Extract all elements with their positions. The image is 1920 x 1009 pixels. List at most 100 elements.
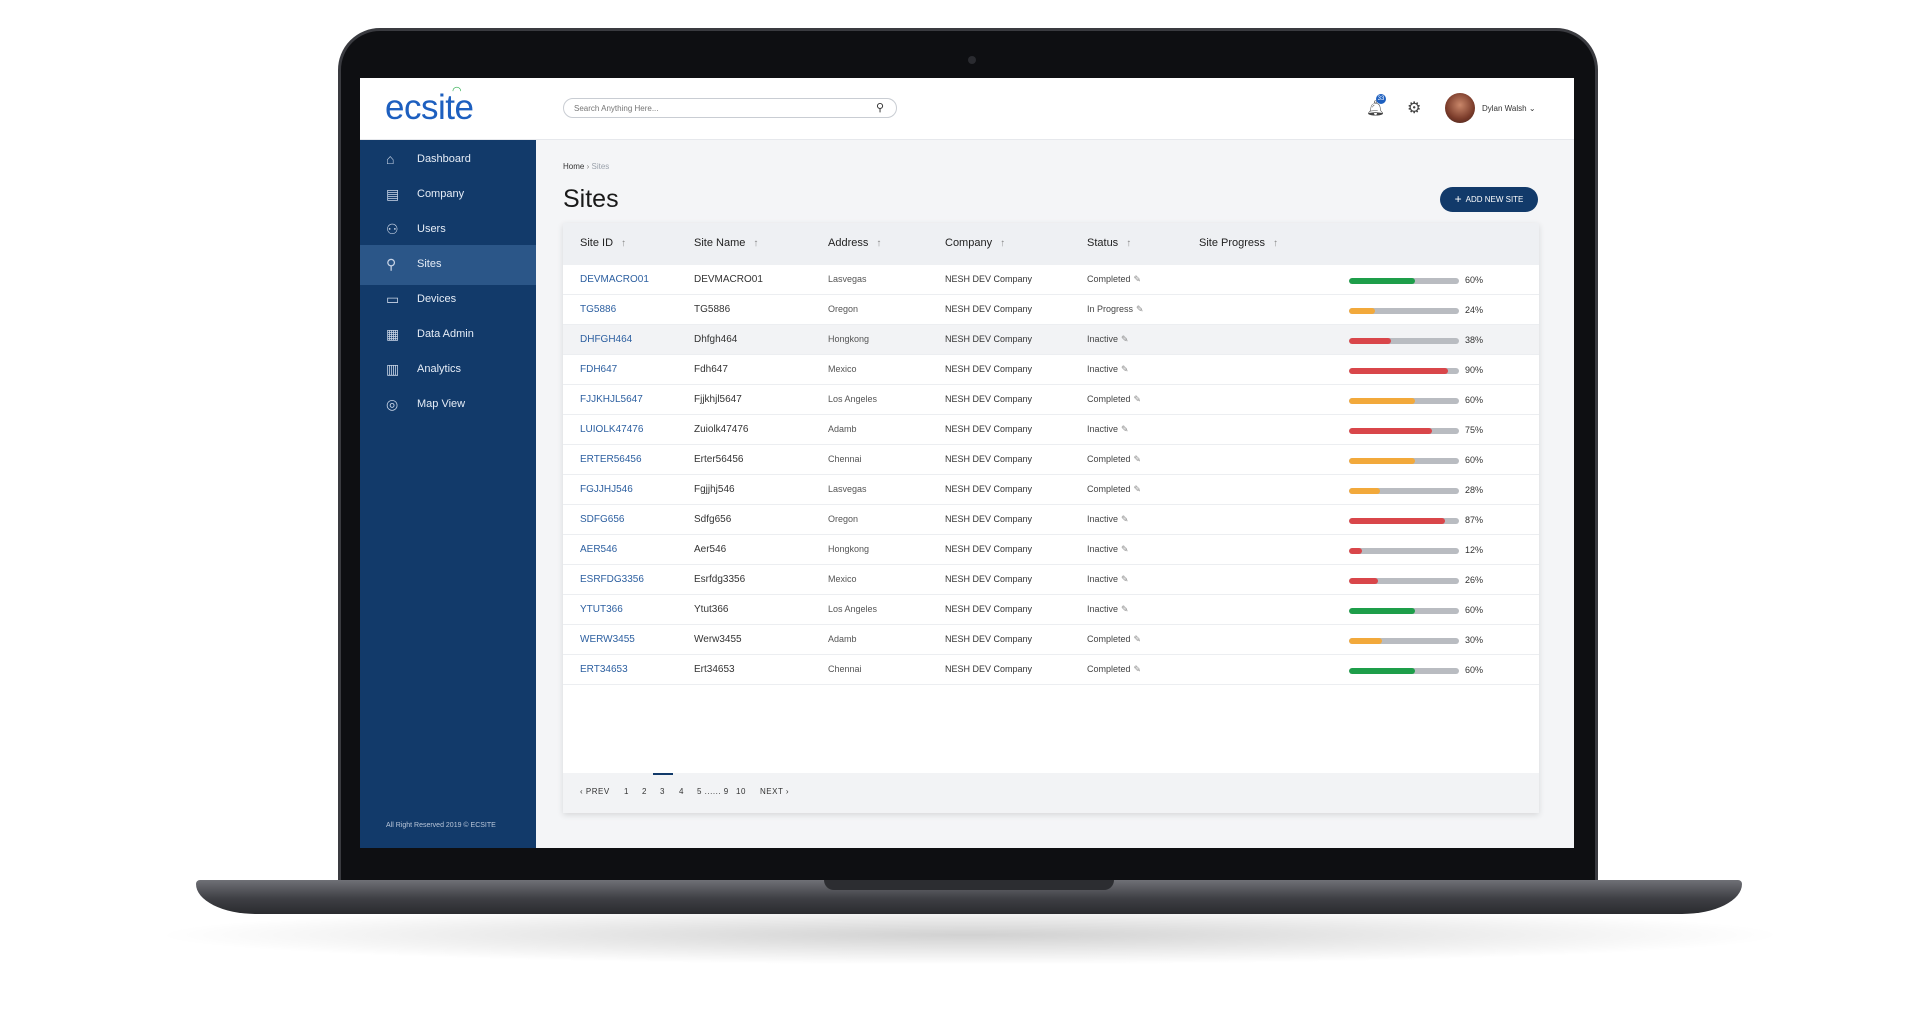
status-text: Inactive [1087,334,1119,344]
pencil-icon[interactable]: ✎ [1133,394,1142,404]
pencil-icon[interactable]: ✎ [1121,424,1129,434]
gear-icon[interactable]: ⚙ [1407,100,1422,117]
pencil-icon[interactable]: ✎ [1133,274,1142,284]
progress-fill [1349,578,1378,584]
table-row[interactable]: FGJJHJ546 Fgjjhj546 Lasvegas NESH DEV Compa… [563,475,1539,505]
site-id-link[interactable]: TG5886 [580,304,617,315]
page-5-9-button[interactable]: 5 ...... 9 [697,787,729,796]
avatar[interactable] [1445,93,1475,123]
table-row[interactable]: DHFGH464 Dhfgh464 Hongkong NESH DEV Company… [563,325,1539,355]
page-3-button[interactable]: 3 [660,787,665,796]
sidebar-item-map-view[interactable]: ◎ Map View [360,385,536,425]
page-1-button[interactable]: 1 [624,787,629,796]
progress-fill [1349,428,1432,434]
column-company[interactable]: Company ↑ [945,237,1005,249]
pencil-icon[interactable]: ✎ [1121,334,1129,344]
sidebar-item-data-admin[interactable]: ▦ Data Admin [360,315,536,355]
sidebar-item-users[interactable]: ⚇ Users [360,210,536,250]
pencil-icon[interactable]: ✎ [1121,514,1129,524]
progress-fill [1349,368,1448,374]
progress-percent: 90% [1465,365,1484,375]
pencil-icon[interactable]: ✎ [1121,604,1129,614]
site-id-link[interactable]: FJJKHJL5647 [580,394,643,405]
site-id-link[interactable]: ESRFDG3356 [580,574,644,585]
pencil-icon[interactable]: ✎ [1133,454,1142,464]
pencil-icon[interactable]: ✎ [1133,634,1142,644]
site-company: NESH DEV Company [945,364,1033,374]
search-input[interactable] [563,98,897,118]
pencil-icon[interactable]: ✎ [1121,544,1129,554]
site-id-link[interactable]: FGJJHJ546 [580,484,633,495]
app-screen: ecsite ◠ ⚲ 🔔︎ 33 ⚙ Dylan Walsh ⌄ ⌂ Dashb… [360,78,1574,848]
sort-arrow-icon[interactable]: ↑ [1126,238,1132,249]
site-id-link[interactable]: DEVMACRO01 [580,274,649,285]
table-row[interactable]: FJJKHJL5647 Fjjkhjl5647 Los Angeles NESH DE… [563,385,1539,415]
notification-badge: 33 [1376,94,1386,104]
pencil-icon[interactable]: ✎ [1121,364,1129,374]
sidebar-item-sites[interactable]: ⚲ Sites [360,245,536,285]
column-site-name[interactable]: Site Name ↑ [694,237,758,249]
column-address[interactable]: Address ↑ [828,237,881,249]
table-row[interactable]: ERT34653 Ert34653 Chennai NESH DEV Company C… [563,655,1539,685]
breadcrumb: Home › Sites [563,162,609,171]
table-row[interactable]: WERW3455 Werw3455 Adamb NESH DEV Company Com… [563,625,1539,655]
site-id-link[interactable]: SDFG656 [580,514,625,525]
sidebar-item-devices[interactable]: ▭ Devices [360,280,536,320]
site-status: Inactive ✎ [1087,514,1129,525]
table-row[interactable]: ESRFDG3356 Esrfdg3356 Mexico NESH DEV Compa… [563,565,1539,595]
table-row[interactable]: LUIOLK47476 Zuiolk47476 Adamb NESH DEV Comp… [563,415,1539,445]
progress-bar [1349,578,1459,584]
site-id-link[interactable]: DHFGH464 [580,334,633,345]
add-new-site-button[interactable]: + ADD NEW SITE [1440,187,1538,212]
progress-fill [1349,458,1415,464]
users-icon: ⚇ [386,221,399,237]
site-id-link[interactable]: ERT34653 [580,664,628,675]
sidebar-item-label: Map View [417,398,466,410]
sort-arrow-icon[interactable]: ↑ [1273,238,1279,249]
ecsite-logo[interactable]: ecsite ◠ [385,85,474,128]
sidebar-item-dashboard[interactable]: ⌂ Dashboard [360,140,536,180]
pencil-icon[interactable]: ✎ [1121,574,1129,584]
table-row[interactable]: YTUT366 Ytut366 Los Angeles NESH DEV Compan… [563,595,1539,625]
site-status: Inactive ✎ [1087,604,1129,615]
table-row[interactable]: SDFG656 Sdfg656 Oregon NESH DEV Company Inac… [563,505,1539,535]
column-site-progress[interactable]: Site Progress ↑ [1199,237,1278,249]
site-name: Sdfg656 [694,514,732,525]
sort-arrow-icon[interactable]: ↑ [876,238,882,249]
breadcrumb-home[interactable]: Home [563,162,585,171]
bell-icon[interactable]: 🔔︎ [1366,100,1386,117]
pencil-icon[interactable]: ✎ [1136,304,1144,314]
site-id-link[interactable]: AER546 [580,544,618,555]
pencil-icon[interactable]: ✎ [1133,484,1142,494]
search-icon[interactable]: ⚲ [876,102,885,114]
table-row[interactable]: TG5886 TG5886 Oregon NESH DEV Company In Pro… [563,295,1539,325]
prev-page-button[interactable]: ‹ PREV [580,787,610,796]
next-page-button[interactable]: NEXT › [760,787,790,796]
sort-arrow-icon[interactable]: ↑ [1000,238,1006,249]
user-menu[interactable]: Dylan Walsh ⌄ [1482,104,1536,113]
site-company: NESH DEV Company [945,454,1033,464]
site-id-link[interactable]: LUIOLK47476 [580,424,644,435]
status-text: Completed [1087,274,1131,284]
sort-arrow-icon[interactable]: ↑ [621,238,627,249]
pencil-icon[interactable]: ✎ [1133,664,1142,674]
site-id-link[interactable]: ERTER56456 [580,454,642,465]
site-id-link[interactable]: YTUT366 [580,604,623,615]
table-row[interactable]: DEVMACRO01 DEVMACRO01 Lasvegas NESH DEV Com… [563,265,1539,295]
column-site-id[interactable]: Site ID ↑ [580,237,626,249]
table-row[interactable]: AER546 Aer546 Hongkong NESH DEV Company Inac… [563,535,1539,565]
sidebar-item-company[interactable]: ▤ Company [360,175,536,215]
site-name: Ytut366 [694,604,729,615]
sidebar-item-analytics[interactable]: ▥ Analytics [360,350,536,390]
page-10-button[interactable]: 10 [736,787,746,796]
site-status: Inactive ✎ [1087,574,1129,585]
table-row[interactable]: FDH647 Fdh647 Mexico NESH DEV Company Inacti… [563,355,1539,385]
sort-arrow-icon[interactable]: ↑ [753,238,759,249]
column-status[interactable]: Status ↑ [1087,237,1131,249]
page-2-button[interactable]: 2 [642,787,647,796]
site-id-link[interactable]: FDH647 [580,364,618,375]
site-status: Completed ✎ [1087,454,1141,465]
site-id-link[interactable]: WERW3455 [580,634,635,645]
table-row[interactable]: ERTER56456 Erter56456 Chennai NESH DEV Comp… [563,445,1539,475]
page-4-button[interactable]: 4 [679,787,684,796]
